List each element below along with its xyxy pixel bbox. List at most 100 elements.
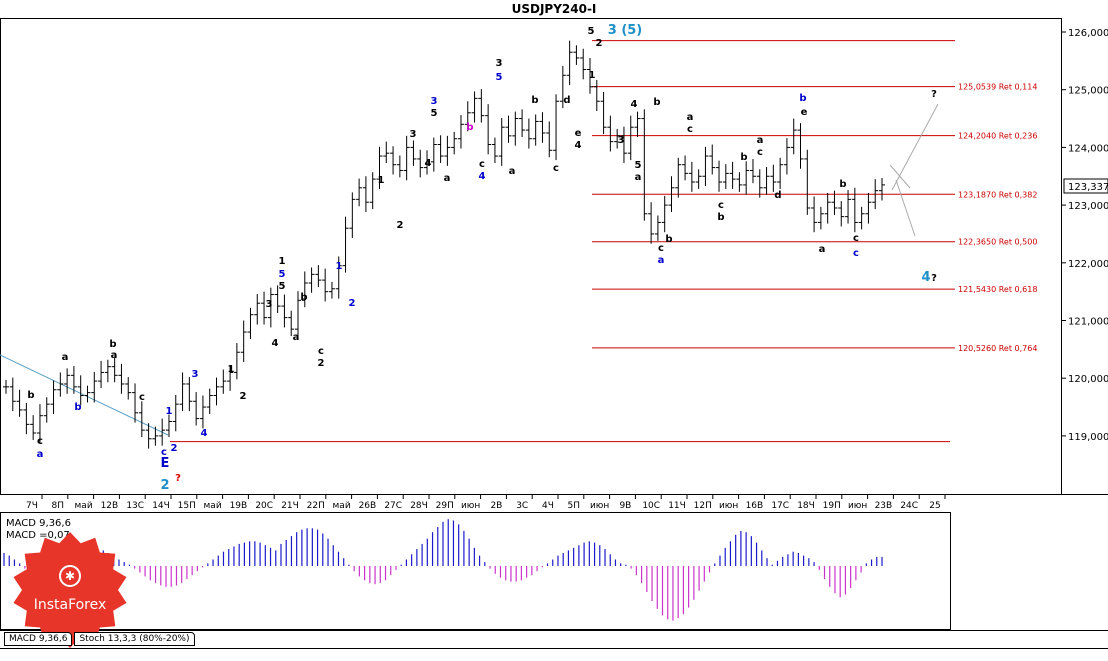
time-tick-label: 14Ч (152, 501, 170, 511)
tab-macd[interactable]: MACD 9,36,6 (4, 632, 73, 646)
wave-label: a (111, 350, 118, 361)
wave-label: a (37, 449, 44, 460)
wave-label: 2 (596, 38, 603, 49)
wave-label: 3 (266, 299, 273, 310)
wave-label: b (740, 152, 747, 163)
wave-label: c (553, 163, 559, 174)
time-tick-label: 17С (771, 501, 789, 511)
wave-label: 2 (171, 443, 178, 454)
current-price-tag: 123,337 (1063, 178, 1108, 194)
wave-label: b (466, 122, 473, 133)
time-tick-label: 10С (642, 501, 660, 511)
wave-label: c (37, 436, 43, 447)
wave-label: 1 (228, 364, 235, 375)
time-tick-label: 15П (178, 501, 196, 511)
price-tick-label: 125,000 (1068, 86, 1108, 97)
wave-label: 5 (279, 269, 286, 280)
time-tick-label: 12П (694, 501, 712, 511)
time-tick-label: май (204, 501, 222, 511)
wave-label: b (109, 339, 116, 350)
logo-glyph-icon: ✱ (65, 569, 75, 583)
projection-line-1[interactable] (889, 164, 911, 189)
wave-label: ? (175, 473, 181, 484)
trendlines (0, 103, 939, 436)
wave-label: e (575, 128, 582, 139)
wave-label: b (839, 179, 846, 190)
time-tick-label: 5П (568, 501, 581, 511)
wave-label: 4 (425, 158, 432, 169)
wave-label: 3 (431, 96, 438, 107)
time-tick-label: июн (719, 501, 738, 511)
instaforex-logo: ✱ InstaForex (13, 532, 127, 648)
price-pane-border (0, 18, 1062, 495)
tab-stoch[interactable]: Stoch 13,3,3 (80%-20%) (74, 632, 195, 646)
wave-label: c (757, 147, 763, 158)
fibonacci-levels: 125,0539 Ret 0,114 124,2040 Ret 0,236 123,… (170, 40, 1037, 443)
time-tick-label: июн (461, 501, 480, 511)
wave-label: 3 (5) (608, 23, 643, 38)
wave-label: c (139, 392, 145, 403)
time-tick-label: 28Ч (410, 501, 428, 511)
price-axis: 126,000 125,000 124,000 123,000 122,000 121,0… (1061, 28, 1108, 443)
price-bars (3, 40, 885, 449)
wave-label: 5 (431, 108, 438, 119)
wave-label: a (62, 352, 69, 363)
wave-label: 2 (318, 358, 325, 369)
wave-label: a (757, 135, 764, 146)
wave-label: c (161, 447, 167, 458)
wave-label: b (531, 95, 538, 106)
time-tick-label: май (75, 501, 93, 511)
price-tick-label: 122,000 (1068, 259, 1108, 270)
wave-label: 3 (618, 135, 625, 146)
wave-label: 5 (496, 72, 503, 83)
time-tick-label: 4Ч (542, 501, 554, 511)
projection-line-3[interactable] (895, 179, 916, 237)
time-tick-label: 26В (359, 501, 377, 511)
chart-title: USDJPY240-I (511, 2, 597, 16)
wave-label: 1 (166, 406, 173, 417)
price-tick-label: 126,000 (1068, 28, 1108, 39)
wave-label: 3 (496, 58, 503, 69)
wave-label: c (718, 200, 724, 211)
time-tick-label: 23В (875, 501, 893, 511)
projection-line-2[interactable] (891, 103, 939, 191)
wave-label: E (161, 456, 170, 471)
time-tick-label: июн (848, 501, 867, 511)
time-tick-label: 21Ч (281, 501, 299, 511)
wave-label: 5 (635, 160, 642, 171)
wave-label: 3 (192, 369, 199, 380)
time-tick-label: 12В (101, 501, 119, 511)
level-label: 123,1870 Ret 0,382 (958, 190, 1037, 199)
wave-label: c (687, 124, 693, 135)
time-tick-label: 20С (255, 501, 273, 511)
time-tick-label: 24С (900, 501, 918, 511)
time-tick-label: 7Ч (26, 501, 38, 511)
wave-label: 3 (410, 129, 417, 140)
time-tick-label: 25 (929, 501, 940, 511)
support-trendline[interactable] (0, 354, 169, 436)
wave-label: b (27, 390, 34, 401)
wave-label: d (774, 190, 781, 201)
logo-text: InstaForex (34, 597, 107, 613)
price-tick-label: 123,000 (1068, 201, 1108, 212)
price-tick-label: 124,000 (1068, 143, 1108, 154)
macd-value: MACD =0,07 (6, 530, 70, 541)
level-label: 124,2040 Ret 0,236 (958, 132, 1037, 141)
wave-label: a (444, 173, 451, 184)
time-tick-label: 19П (823, 501, 841, 511)
logo-emblem-icon (59, 565, 81, 587)
time-tick-label: 19В (230, 501, 248, 511)
time-axis: 7Ч 8П май 12В 13С 14Ч 15П май 19В 20С 21Ч 22П май 26В… (26, 494, 946, 511)
wave-label: ? (931, 273, 937, 284)
price-tick-label: 119,000 (1068, 432, 1108, 443)
wave-label: a (687, 112, 694, 123)
indicator-tabs: MACD 9,36,6 Stoch 13,3,3 (80%-20%) (4, 632, 195, 646)
wave-label: c (853, 233, 859, 244)
wave-label: 1 (378, 175, 385, 186)
time-tick-label: 27С (384, 501, 402, 511)
time-tick-label: 3С (516, 501, 528, 511)
time-tick-label: 16В (746, 501, 764, 511)
level-label: 125,0539 Ret 0,114 (958, 83, 1037, 92)
